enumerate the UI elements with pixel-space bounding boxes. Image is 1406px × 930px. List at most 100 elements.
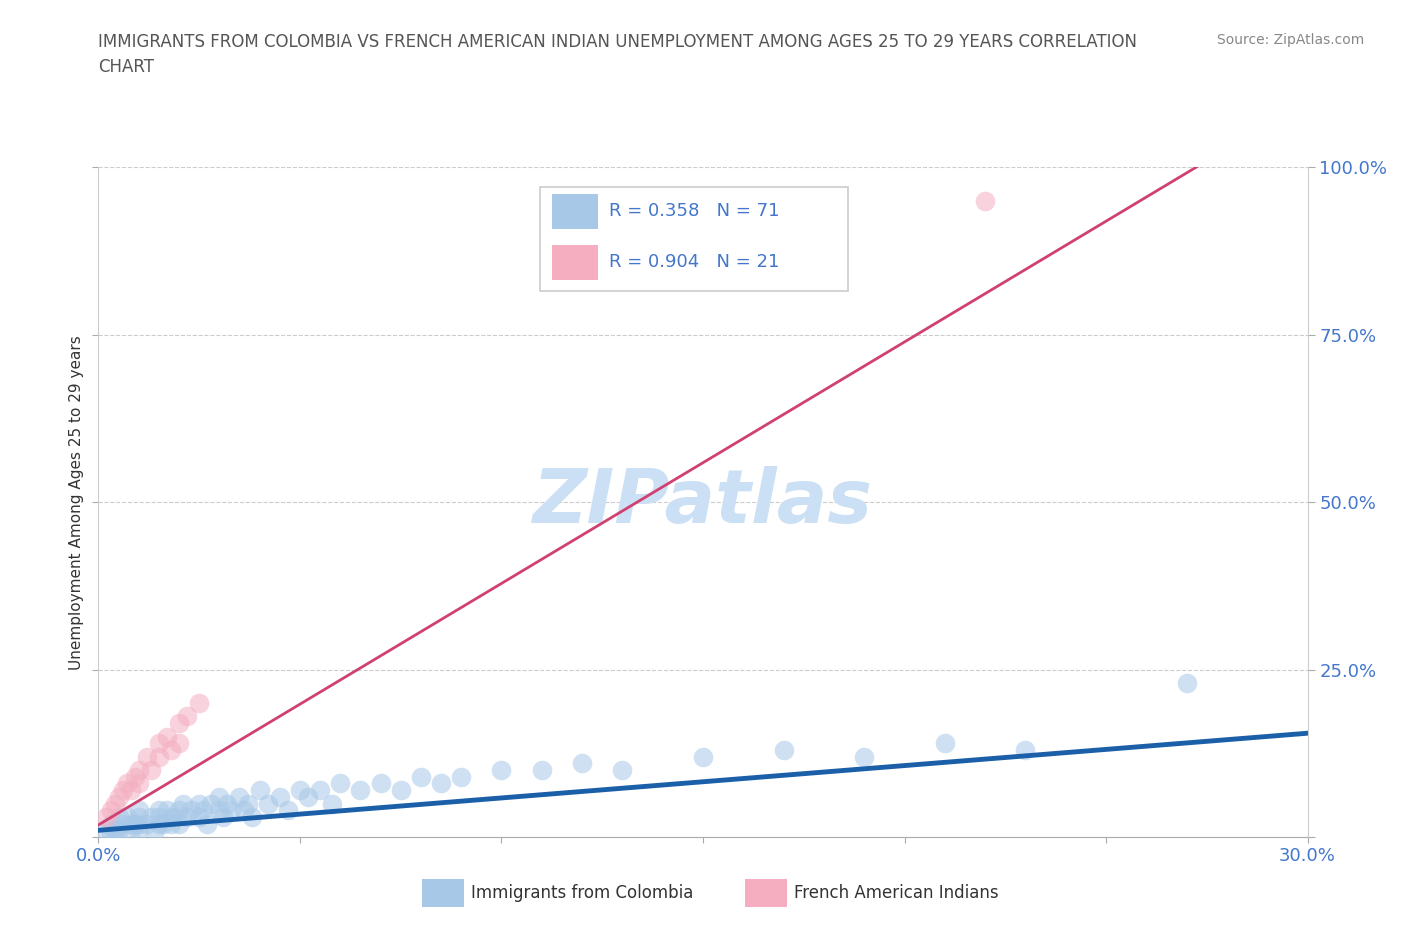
Point (111, 783, 134, 798)
Point (188, 796, 211, 811)
Point (103, 796, 125, 811)
Point (188, 696, 211, 711)
Point (176, 809, 198, 824)
Point (120, 823, 142, 838)
Point (193, 803, 215, 817)
Text: Source: ZipAtlas.com: Source: ZipAtlas.com (1216, 33, 1364, 46)
Point (115, 809, 138, 824)
Point (228, 790, 250, 804)
Bar (553, 246, 598, 280)
Point (530, 763, 553, 777)
Point (148, 809, 170, 824)
Point (212, 809, 235, 824)
Point (288, 783, 311, 798)
Point (148, 750, 170, 764)
Point (124, 769, 146, 784)
FancyBboxPatch shape (540, 188, 848, 291)
Point (120, 783, 142, 798)
Point (103, 823, 125, 838)
Point (221, 803, 243, 817)
Point (249, 783, 271, 798)
Point (167, 716, 190, 731)
Point (974, 193, 997, 208)
Point (409, 769, 432, 784)
Point (180, 803, 202, 817)
Point (389, 783, 412, 798)
Text: French American Indians: French American Indians (794, 884, 1000, 902)
Point (128, 776, 150, 790)
Point (491, 763, 513, 777)
Point (148, 803, 170, 817)
Text: CHART: CHART (98, 58, 155, 75)
Point (200, 796, 222, 811)
Point (167, 736, 190, 751)
Point (297, 790, 319, 804)
Point (329, 776, 352, 790)
Point (124, 817, 146, 831)
Point (934, 736, 956, 751)
Point (100, 803, 122, 817)
Point (115, 776, 138, 790)
Point (128, 803, 150, 817)
Point (172, 796, 194, 811)
Point (111, 817, 134, 831)
Point (120, 817, 142, 831)
Point (103, 823, 125, 838)
Point (349, 783, 371, 798)
Point (1175, 675, 1198, 690)
Point (188, 809, 211, 824)
Point (450, 769, 472, 784)
Point (152, 817, 174, 831)
Bar (553, 194, 598, 229)
Point (135, 817, 157, 831)
Point (96, 823, 118, 838)
Point (321, 796, 343, 811)
Point (430, 776, 453, 790)
Point (1014, 742, 1036, 757)
Point (612, 763, 634, 777)
Point (277, 803, 299, 817)
Point (156, 729, 179, 744)
Point (100, 826, 122, 841)
Point (128, 809, 150, 824)
Point (571, 756, 593, 771)
Y-axis label: Unemployment Among Ages 25 to 29 years: Unemployment Among Ages 25 to 29 years (69, 335, 84, 670)
Point (100, 817, 122, 831)
Point (128, 817, 150, 831)
Point (269, 790, 291, 804)
Point (107, 790, 129, 804)
Point (139, 763, 162, 777)
Point (143, 823, 166, 838)
Point (217, 796, 239, 811)
Point (167, 803, 190, 817)
Point (160, 817, 183, 831)
Text: Immigrants from Colombia: Immigrants from Colombia (471, 884, 693, 902)
Text: R = 0.358   N = 71: R = 0.358 N = 71 (609, 202, 779, 219)
Point (195, 817, 218, 831)
Point (240, 809, 263, 824)
Point (208, 803, 231, 817)
Point (309, 783, 332, 798)
Point (772, 742, 794, 757)
Point (135, 750, 157, 764)
Text: IMMIGRANTS FROM COLOMBIA VS FRENCH AMERICAN INDIAN UNEMPLOYMENT AMONG AGES 25 TO: IMMIGRANTS FROM COLOMBIA VS FRENCH AMERI… (98, 33, 1137, 50)
Point (139, 809, 162, 824)
Point (853, 750, 876, 764)
Point (107, 809, 129, 824)
Point (370, 776, 392, 790)
Point (256, 796, 278, 811)
Point (208, 790, 231, 804)
Point (148, 817, 170, 831)
Point (148, 736, 170, 751)
Point (232, 803, 254, 817)
Point (96, 809, 118, 824)
Point (167, 817, 190, 831)
Point (156, 803, 179, 817)
Point (163, 809, 186, 824)
Point (128, 763, 150, 777)
Point (160, 742, 183, 757)
Point (692, 750, 714, 764)
Point (176, 709, 198, 724)
Text: R = 0.904   N = 21: R = 0.904 N = 21 (609, 254, 779, 272)
Point (128, 823, 150, 838)
